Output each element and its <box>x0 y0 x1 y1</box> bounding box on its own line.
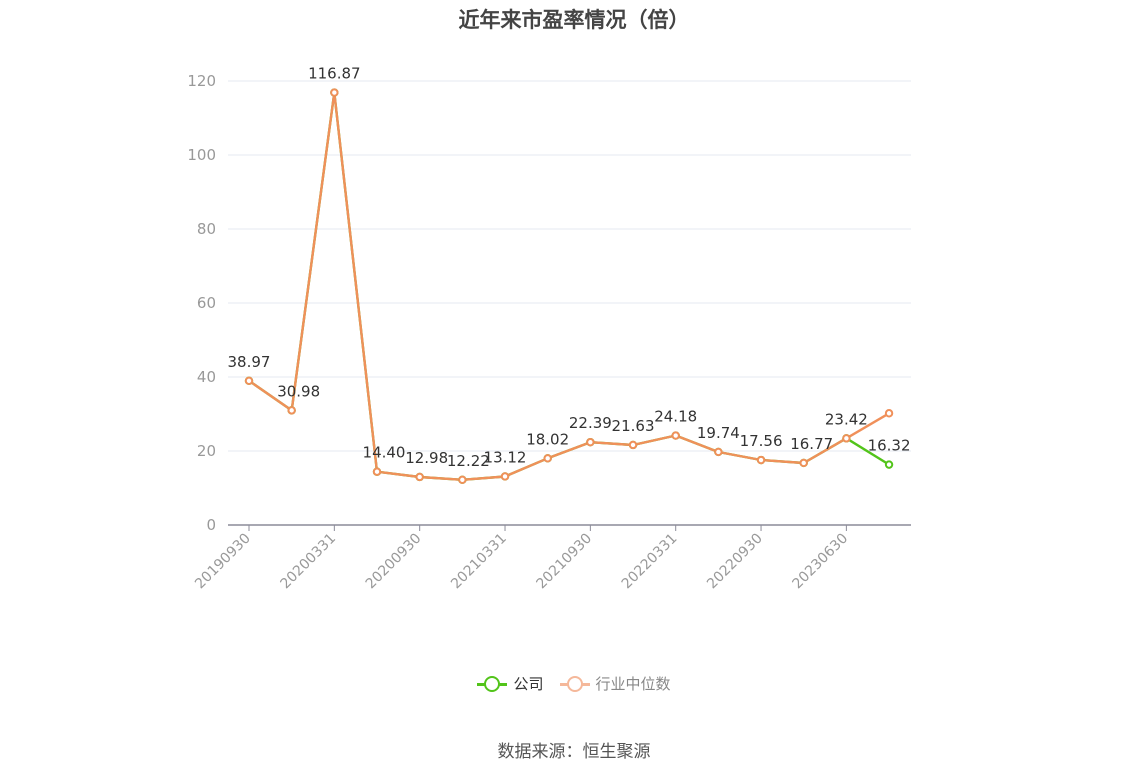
x-tick-label: 20220930 <box>704 531 766 593</box>
industry-point <box>330 88 339 97</box>
data-labels: 38.97 30.98 116.87 14.40 12.9812.2213.1218.0… <box>228 65 911 470</box>
series-points <box>244 88 894 484</box>
y-tick-label: 40 <box>197 368 216 386</box>
legend-company-label: 公司 <box>513 675 544 693</box>
y-tick-label: 100 <box>187 146 216 164</box>
industry-point <box>884 409 894 418</box>
chart-title: 近年来市盈率情况（倍） <box>458 8 690 32</box>
legend-item-company[interactable]: 公司 <box>477 673 544 694</box>
series-lines <box>248 91 890 481</box>
data-label: 16.32 <box>868 437 911 455</box>
legend-industry-marker <box>559 674 590 694</box>
data-label: 30.98 <box>277 382 320 400</box>
industry-point <box>756 455 766 465</box>
x-tick-label: 20210930 <box>533 531 595 593</box>
industry-point <box>714 447 723 457</box>
data-source: 数据来源：恒生聚源 <box>497 742 651 762</box>
industry-point <box>415 472 424 482</box>
data-label: 21.63 <box>612 417 655 435</box>
x-tick-label: 20190930 <box>192 531 254 593</box>
company-point <box>884 460 894 469</box>
data-label: 12.22 <box>447 452 490 470</box>
data-label: 18.02 <box>526 430 569 448</box>
x-tick-label: 20220331 <box>619 531 681 593</box>
data-label: 16.77 <box>790 435 833 453</box>
x-tick-label: 20210331 <box>448 531 510 593</box>
industry-point <box>628 440 638 450</box>
industry-point <box>842 434 851 443</box>
data-label: 17.56 <box>740 432 783 450</box>
grid-lines <box>228 80 911 452</box>
industry-line <box>248 91 890 481</box>
data-label: 13.12 <box>484 448 527 466</box>
industry-point <box>244 376 254 386</box>
y-tick-label: 120 <box>187 72 216 90</box>
industry-point <box>458 475 467 484</box>
industry-point <box>500 472 510 481</box>
legend-company-marker <box>477 674 508 694</box>
data-label: 23.42 <box>825 410 868 428</box>
x-tick-label: 20200331 <box>277 531 339 593</box>
data-label: 19.74 <box>697 424 740 442</box>
data-label: 116.87 <box>308 65 361 83</box>
x-tick-label: 20200930 <box>363 531 425 593</box>
data-label: 14.40 <box>363 444 406 462</box>
legend: 公司 行业中位数 <box>0 673 1148 694</box>
y-tick-label: 60 <box>197 294 216 312</box>
industry-point <box>372 467 382 476</box>
legend-item-industry[interactable]: 行业中位数 <box>559 673 671 694</box>
y-axis: 0 20 40 60 80 100 120 <box>187 72 216 534</box>
industry-point <box>287 406 296 415</box>
data-label: 24.18 <box>654 408 697 426</box>
industry-point <box>586 437 595 447</box>
x-axis: 20190930 20200331 20200930 20210331 20210930… <box>192 524 911 593</box>
y-tick-label: 80 <box>197 220 216 238</box>
industry-point <box>671 431 680 440</box>
data-label: 12.98 <box>405 449 448 467</box>
data-label: 22.39 <box>569 414 612 432</box>
data-label: 38.97 <box>228 353 271 371</box>
y-tick-label: 0 <box>206 516 216 534</box>
industry-point <box>799 458 808 468</box>
legend-industry-label: 行业中位数 <box>595 675 671 693</box>
industry-point <box>543 454 552 463</box>
x-tick-label: 20230630 <box>790 531 852 593</box>
y-tick-label: 20 <box>197 442 216 460</box>
